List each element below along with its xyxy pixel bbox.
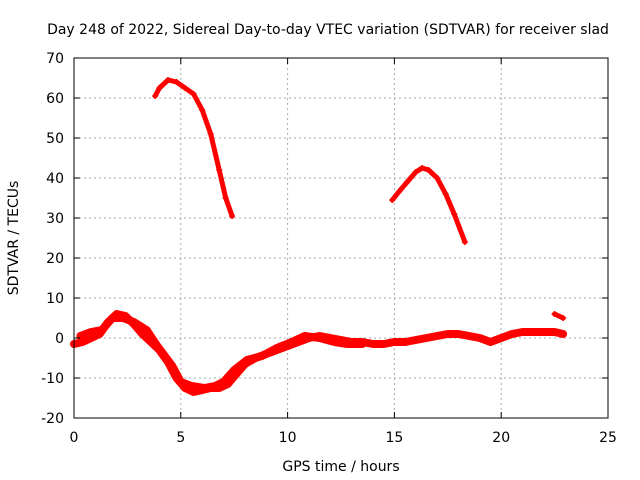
data-point [444, 331, 451, 337]
data-point [344, 341, 351, 347]
data-point [466, 333, 473, 339]
data-point [461, 239, 468, 245]
series-line [70, 310, 568, 396]
data-point [244, 357, 251, 363]
data-point [359, 341, 366, 347]
data-point [182, 85, 189, 91]
data-point [120, 315, 127, 321]
data-point [419, 165, 426, 171]
y-tick-label: 40 [46, 171, 64, 187]
x-tick-label: 10 [279, 430, 297, 446]
data-point [220, 379, 227, 385]
y-tick-label: 10 [46, 291, 64, 307]
x-tick-label: 5 [176, 430, 185, 446]
data-point [288, 339, 295, 345]
data-point [498, 335, 505, 341]
data-point [316, 335, 323, 341]
data-point [455, 331, 462, 337]
data-point [109, 315, 116, 321]
data-point [551, 311, 558, 317]
data-point [188, 383, 195, 389]
y-tick-label: 50 [46, 131, 64, 147]
data-point [216, 167, 223, 173]
data-point [229, 213, 236, 219]
data-point [201, 385, 208, 391]
data-point [389, 197, 396, 203]
data-point [380, 341, 387, 347]
data-point [442, 191, 449, 197]
chart-title: Day 248 of 2022, Sidereal Day-to-day VTE… [47, 22, 609, 38]
data-point [530, 329, 537, 335]
x-tick-label: 25 [599, 430, 617, 446]
data-point [423, 335, 430, 341]
x-tick-label: 20 [492, 430, 510, 446]
data-point [412, 169, 419, 175]
data-point [156, 85, 163, 91]
data-point [425, 167, 432, 173]
data-point [487, 339, 494, 345]
data-point [412, 337, 419, 343]
data-point [402, 339, 409, 345]
plot-frame [73, 57, 609, 419]
series-line [389, 165, 468, 245]
data-point [177, 379, 184, 385]
data-point [211, 383, 218, 389]
data-point [207, 131, 214, 137]
data-point [98, 327, 105, 333]
ticks: 0 5 10 15 20 25 -20 -10 0 10 20 30 40 50 60 70 [41, 51, 617, 446]
y-tick-label: 60 [46, 91, 64, 107]
data-point [370, 341, 377, 347]
data-point [152, 93, 159, 99]
data-point [143, 327, 150, 333]
y-tick-label: 0 [55, 331, 64, 347]
y-tick-label: -10 [41, 371, 64, 387]
data-point [169, 363, 176, 369]
data-point [560, 315, 567, 321]
data-point [519, 329, 526, 335]
series-line [152, 77, 235, 219]
data-point [560, 331, 567, 337]
data-point [258, 353, 265, 359]
y-tick-label: 70 [46, 51, 64, 67]
data-point [476, 335, 483, 341]
data-point [273, 345, 280, 351]
data-point [222, 195, 229, 201]
y-tick-label: 20 [46, 251, 64, 267]
data-point [451, 211, 458, 217]
data-point [154, 343, 161, 349]
data-point [77, 333, 84, 339]
x-tick-label: 15 [385, 430, 403, 446]
data-point [391, 339, 398, 345]
data-point [164, 77, 171, 83]
y-axis-label: SDTVAR / TECUs [6, 181, 22, 296]
y-tick-label: 30 [46, 211, 64, 227]
x-tick-label: 0 [70, 430, 79, 446]
y-tick-label: -20 [41, 411, 64, 427]
data-point [88, 329, 95, 335]
data-point [79, 339, 86, 345]
data-point [508, 331, 515, 337]
grid [74, 58, 608, 418]
data-point [331, 339, 338, 345]
data-point [301, 333, 308, 339]
x-axis-label: GPS time / hours [282, 459, 399, 475]
data-point [551, 329, 558, 335]
data-point [190, 91, 197, 97]
data-point [173, 79, 180, 85]
data-point [395, 189, 402, 195]
data-point [434, 333, 441, 339]
series-group [70, 77, 568, 396]
data-point [540, 329, 547, 335]
data-point [130, 319, 137, 325]
data-point [404, 179, 411, 185]
data-point [434, 175, 441, 181]
data-point [231, 367, 238, 373]
data-point [199, 107, 206, 113]
